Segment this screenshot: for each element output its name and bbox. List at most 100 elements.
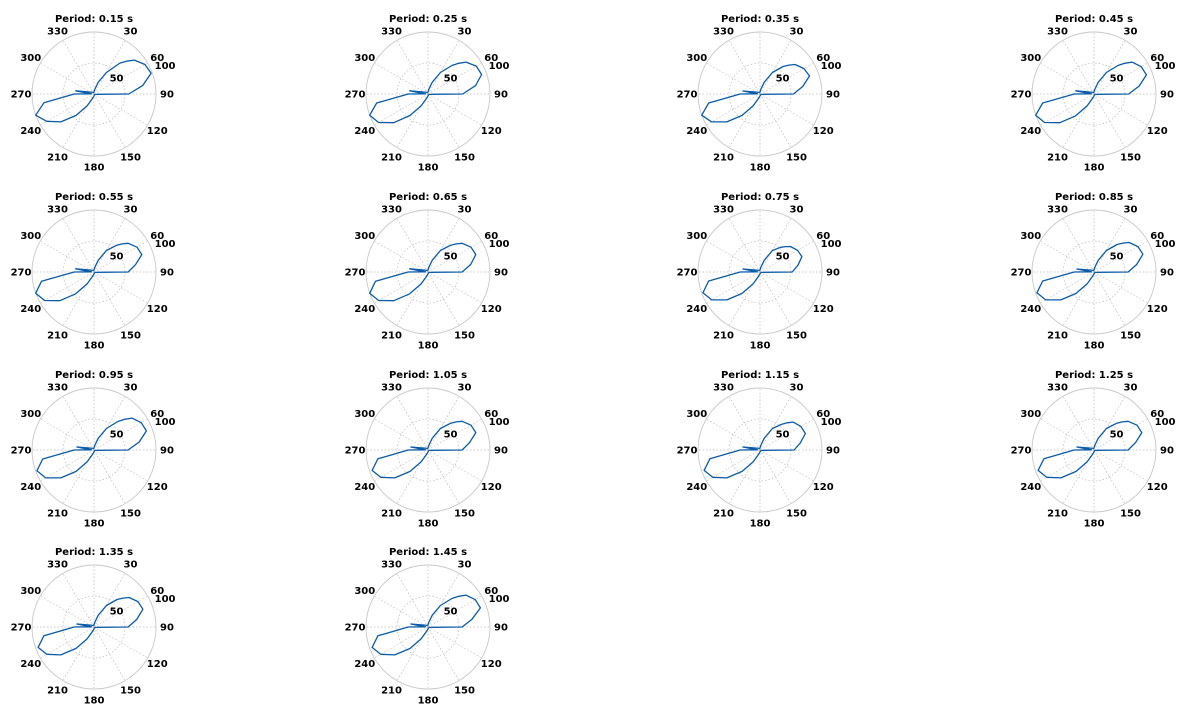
angle-tick-label: 240 xyxy=(354,304,375,315)
angle-tick-label: 270 xyxy=(345,268,366,279)
grid-ring xyxy=(31,31,157,157)
angle-tick-label: 60 xyxy=(1150,409,1164,420)
grid-ring xyxy=(31,564,157,690)
angle-tick-label: 150 xyxy=(120,686,141,697)
radial-tick-label: 100 xyxy=(1155,239,1176,250)
radial-tick-label: 50 xyxy=(444,607,458,618)
angle-tick-label: 30 xyxy=(458,26,472,37)
grid-spoke xyxy=(93,626,148,659)
radial-tick-label: 50 xyxy=(1110,74,1124,85)
angle-tick-label: 180 xyxy=(750,519,771,530)
polar-chart: Period: 1.05 s30 60 90 120 150 180 210 240 270 30… xyxy=(345,370,510,530)
radial-tick-label: 100 xyxy=(821,61,842,72)
angle-tick-label: 270 xyxy=(677,90,698,101)
angle-tick-label: 330 xyxy=(47,559,68,570)
angle-tick-label: 180 xyxy=(1084,163,1105,174)
grid-ring xyxy=(31,387,157,513)
angle-tick-label: 60 xyxy=(150,53,164,64)
angle-tick-label: 150 xyxy=(454,686,475,697)
angle-tick-label: 210 xyxy=(381,509,402,520)
chart-title: Period: 0.25 s xyxy=(389,14,467,25)
grid-ring xyxy=(365,31,491,157)
radial-tick-label: 100 xyxy=(155,239,176,250)
angle-tick-label: 90 xyxy=(494,446,508,457)
angle-tick-label: 30 xyxy=(1124,204,1138,215)
angle-tick-label: 60 xyxy=(484,409,498,420)
angle-tick-label: 240 xyxy=(354,482,375,493)
angle-tick-label: 120 xyxy=(1147,126,1168,137)
angle-tick-label: 60 xyxy=(484,231,498,242)
radial-tick-label: 50 xyxy=(110,74,124,85)
angle-tick-label: 180 xyxy=(1084,519,1105,530)
angle-tick-label: 120 xyxy=(813,126,834,137)
radial-tick-label: 100 xyxy=(489,61,510,72)
chart-title: Period: 0.75 s xyxy=(721,192,799,203)
angle-tick-label: 30 xyxy=(1124,26,1138,37)
angle-tick-label: 30 xyxy=(1124,382,1138,393)
radial-tick-label: 50 xyxy=(110,430,124,441)
angle-tick-label: 210 xyxy=(47,509,68,520)
angle-tick-label: 90 xyxy=(160,623,174,634)
angle-tick-label: 120 xyxy=(481,659,502,670)
angle-tick-label: 330 xyxy=(1047,204,1068,215)
angle-tick-label: 150 xyxy=(786,153,807,164)
angle-tick-label: 270 xyxy=(677,268,698,279)
angle-tick-label: 300 xyxy=(20,586,41,597)
angle-tick-label: 150 xyxy=(120,509,141,520)
angle-tick-label: 330 xyxy=(1047,26,1068,37)
radial-tick-label: 50 xyxy=(776,252,790,263)
angle-tick-label: 270 xyxy=(1011,90,1032,101)
angle-tick-label: 60 xyxy=(150,586,164,597)
angle-tick-label: 30 xyxy=(458,559,472,570)
polar-chart: Period: 0.25 s30 60 90 120 150 180 210 240 270 30… xyxy=(345,14,510,174)
chart-title: Period: 1.25 s xyxy=(1055,370,1133,381)
grid-spoke xyxy=(759,271,814,304)
angle-tick-label: 180 xyxy=(418,519,439,530)
radial-tick-label: 100 xyxy=(821,417,842,428)
series-line xyxy=(1035,61,1148,124)
angle-tick-label: 90 xyxy=(494,90,508,101)
grid-spoke xyxy=(1093,271,1148,304)
grid-ring xyxy=(697,387,823,513)
grid-ring xyxy=(697,209,823,335)
angle-tick-label: 210 xyxy=(47,331,68,342)
angle-tick-label: 300 xyxy=(1020,409,1041,420)
angle-tick-label: 180 xyxy=(750,341,771,352)
angle-tick-label: 240 xyxy=(20,659,41,670)
angle-tick-label: 270 xyxy=(677,446,698,457)
grid-ring xyxy=(365,209,491,335)
angle-tick-label: 300 xyxy=(1020,53,1041,64)
series-line xyxy=(36,417,148,479)
angle-tick-label: 120 xyxy=(1147,482,1168,493)
angle-tick-label: 150 xyxy=(454,509,475,520)
angle-tick-label: 270 xyxy=(345,90,366,101)
angle-tick-label: 270 xyxy=(1011,268,1032,279)
radial-tick-label: 50 xyxy=(444,74,458,85)
angle-tick-label: 60 xyxy=(150,231,164,242)
angle-tick-label: 120 xyxy=(813,304,834,315)
angle-tick-label: 210 xyxy=(1047,331,1068,342)
angle-tick-label: 240 xyxy=(1020,304,1041,315)
angle-tick-label: 30 xyxy=(790,382,804,393)
angle-tick-label: 90 xyxy=(494,268,508,279)
angle-tick-label: 90 xyxy=(826,446,840,457)
angle-tick-label: 300 xyxy=(354,53,375,64)
series-line xyxy=(35,59,152,123)
angle-tick-label: 30 xyxy=(458,382,472,393)
angle-tick-label: 150 xyxy=(1120,509,1141,520)
angle-tick-label: 120 xyxy=(813,482,834,493)
grid-spoke xyxy=(759,449,814,482)
angle-tick-label: 180 xyxy=(750,163,771,174)
series-line xyxy=(701,63,811,123)
grid-ring xyxy=(1031,31,1157,157)
angle-tick-label: 120 xyxy=(481,126,502,137)
chart-title: Period: 1.35 s xyxy=(55,547,133,558)
angle-tick-label: 270 xyxy=(345,446,366,457)
angle-tick-label: 120 xyxy=(147,304,168,315)
chart-title: Period: 1.05 s xyxy=(389,370,467,381)
grid-spoke xyxy=(759,93,814,126)
angle-tick-label: 30 xyxy=(124,382,138,393)
angle-tick-label: 330 xyxy=(713,204,734,215)
radial-tick-label: 50 xyxy=(776,430,790,441)
